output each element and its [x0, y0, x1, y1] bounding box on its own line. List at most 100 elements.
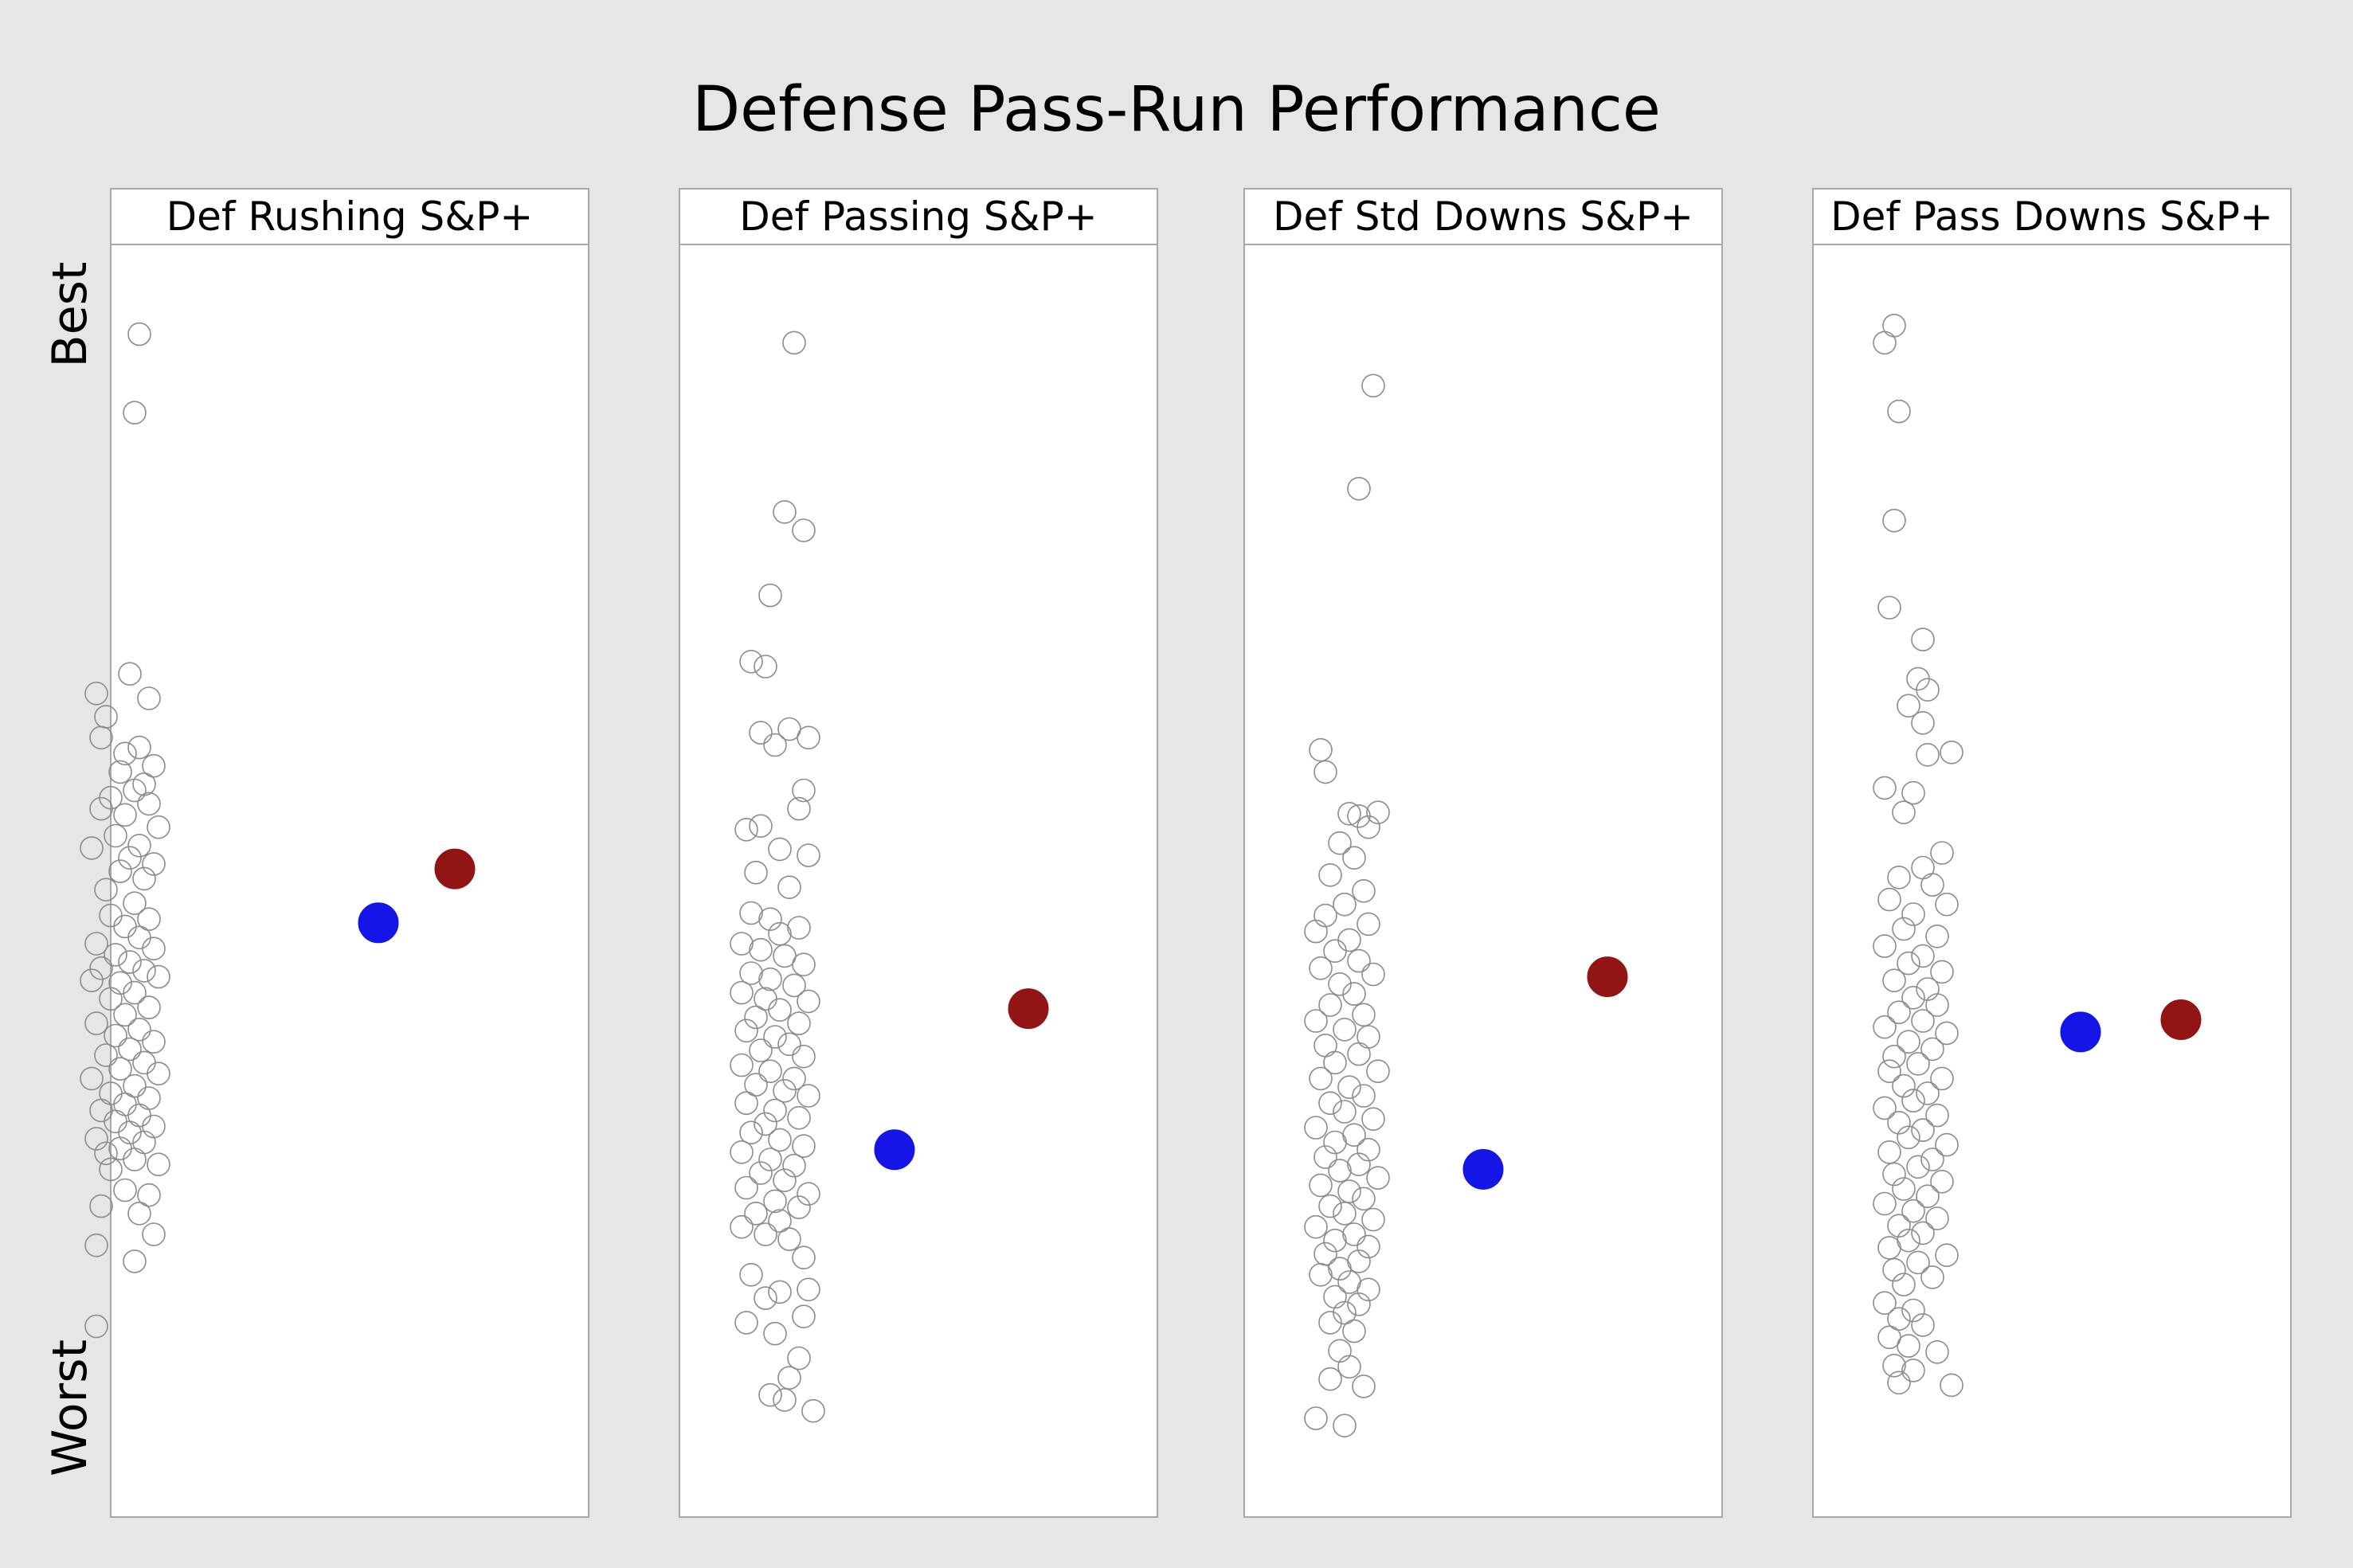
panel-1: Def Rushing S&P+ [80, 188, 589, 1518]
team-point [768, 1128, 792, 1152]
panel-frame [110, 188, 589, 1518]
team-point [94, 1141, 118, 1166]
team-point [127, 322, 151, 346]
team-point [792, 1134, 816, 1158]
team-point [1323, 1130, 1347, 1155]
team-point [734, 1175, 758, 1200]
panel-2: Def Passing S&P+ [679, 188, 1158, 1518]
team-point [127, 834, 151, 858]
team-point [1357, 912, 1380, 936]
team-point [127, 735, 151, 760]
team-point [1911, 944, 1935, 968]
team-point [123, 778, 147, 803]
team-point [1920, 1037, 1944, 1062]
highlight-point-blue [358, 902, 399, 944]
team-point [744, 1073, 768, 1097]
team-point [754, 1222, 777, 1246]
highlight-point-blue [1462, 1148, 1504, 1190]
team-point [1925, 993, 1949, 1017]
team-point [792, 952, 816, 976]
team-point [1333, 1300, 1357, 1325]
team-point [734, 1019, 758, 1043]
team-point [1304, 919, 1328, 944]
team-point [739, 901, 763, 925]
team-point [758, 1382, 782, 1407]
team-point [1328, 1257, 1352, 1281]
team-point [118, 846, 142, 870]
team-point [730, 1140, 754, 1164]
team-point [797, 843, 820, 867]
team-point [1366, 1166, 1390, 1190]
team-point [147, 1062, 170, 1085]
panels: Def Rushing S&P+ Def Passing S&P+ Def Std … [80, 188, 2292, 1518]
team-point [754, 655, 777, 678]
team-point [1333, 1202, 1357, 1226]
team-point [1333, 1018, 1357, 1042]
team-point [1892, 1273, 1916, 1296]
team-point [1309, 956, 1333, 980]
team-point [1877, 1140, 1901, 1164]
team-point [797, 1277, 820, 1302]
team-point [1920, 1148, 1944, 1171]
team-point [123, 1073, 147, 1098]
team-point [1930, 841, 1954, 865]
team-point [1337, 1179, 1361, 1203]
team-point [730, 1214, 754, 1239]
team-point [1887, 1111, 1911, 1135]
team-point [1882, 508, 1906, 533]
team-point [80, 836, 104, 860]
team-point [1911, 710, 1935, 735]
team-point [754, 1286, 777, 1310]
team-point [1940, 740, 1963, 764]
team-point [1328, 831, 1352, 855]
team-point [99, 987, 123, 1011]
team-point [1916, 678, 1940, 702]
team-point [1347, 1292, 1371, 1316]
team-point [739, 1263, 763, 1287]
team-point [147, 964, 170, 989]
team-point [758, 967, 782, 991]
team-point [118, 950, 142, 974]
team-point [1930, 960, 1954, 984]
team-point [1357, 1234, 1380, 1259]
team-point [787, 1195, 811, 1219]
team-point [768, 837, 792, 862]
team-point [94, 878, 118, 901]
team-point [1337, 1075, 1361, 1099]
team-point [1892, 917, 1916, 941]
team-point [792, 1044, 816, 1069]
team-point [132, 866, 156, 891]
team-point [797, 989, 820, 1014]
team-point [1873, 934, 1897, 958]
team-point [768, 921, 792, 946]
team-point [137, 686, 161, 710]
team-point [123, 1148, 147, 1171]
team-point [1911, 1221, 1935, 1245]
team-point [94, 1043, 118, 1067]
team-point [1901, 986, 1925, 1010]
team-point [1887, 399, 1911, 424]
team-point [99, 1157, 123, 1182]
team-point [734, 1311, 758, 1335]
team-point [1873, 330, 1897, 355]
team-point [758, 1148, 782, 1171]
team-point [123, 401, 147, 425]
team-point [1901, 780, 1925, 805]
team-point [1911, 1118, 1935, 1142]
team-point [1873, 776, 1897, 800]
team-point [1887, 1214, 1911, 1238]
panel-frame [1812, 188, 2292, 1518]
team-point [787, 1105, 811, 1130]
team-point [1873, 1015, 1897, 1039]
team-point [1314, 1145, 1337, 1169]
panel-frame [679, 188, 1158, 1518]
team-point [1906, 1250, 1930, 1275]
team-point [801, 1398, 825, 1423]
team-point [1318, 993, 1342, 1017]
team-point [797, 725, 820, 750]
y-axis-label-best: Best [42, 262, 98, 368]
team-point [1309, 1066, 1333, 1091]
team-point [147, 815, 170, 839]
team-point [1352, 879, 1376, 903]
team-point [1916, 1081, 1940, 1105]
